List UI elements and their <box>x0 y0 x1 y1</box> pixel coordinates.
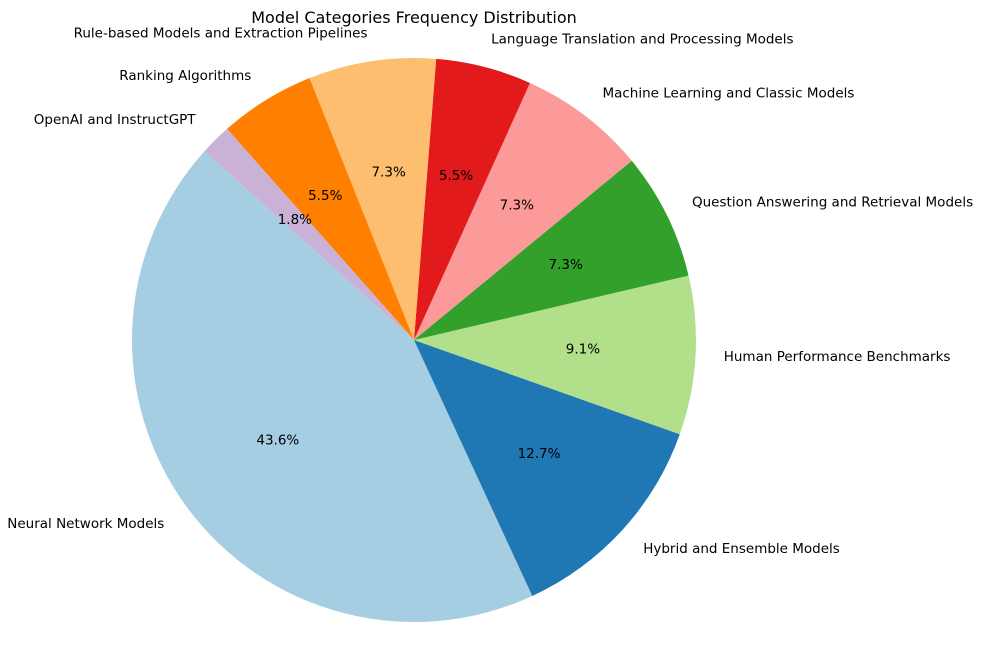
slice-label-hybrid-and-ensemble-models: Hybrid and Ensemble Models <box>643 541 840 557</box>
slice-percent-hybrid-and-ensemble-models: 12.7% <box>518 446 561 462</box>
slice-label-language-translation-and-processing-models: Language Translation and Processing Mode… <box>491 32 793 48</box>
chart-title: Model Categories Frequency Distribution <box>251 8 577 27</box>
labels-layer: Neural Network Models 43.6% Hybrid and Ens… <box>7 25 973 557</box>
slice-percent-neural-network-models: 43.6% <box>256 432 299 448</box>
pie-slice-ranking-algorithms <box>227 78 414 340</box>
slice-percent-machine-learning-and-classic-models: 7.3% <box>500 198 534 214</box>
pie-slice-machine-learning-and-classic-models <box>414 82 632 340</box>
pie-slice-language-translation-and-processing-models <box>414 58 530 341</box>
slice-percent-openai-and-instructgpt: 1.8% <box>278 212 312 228</box>
pie-slice-rule-based-models-and-extraction-pipelines <box>309 57 437 340</box>
slice-label-question-answering-and-retrieval-models: Question Answering and Retrieval Models <box>692 194 973 210</box>
pie-slice-openai-and-instructgpt <box>204 128 414 340</box>
pie-slice-question-answering-and-retrieval-models <box>414 160 689 340</box>
slice-percent-question-answering-and-retrieval-models: 7.3% <box>548 257 582 273</box>
pie-slice-neural-network-models <box>132 151 533 622</box>
slice-percent-human-performance-benchmarks: 9.1% <box>566 341 600 357</box>
slice-label-rule-based-models-and-extraction-pipelines: Rule-based Models and Extraction Pipelin… <box>74 25 368 41</box>
slice-label-human-performance-benchmarks: Human Performance Benchmarks <box>724 349 951 365</box>
slice-percent-language-translation-and-processing-models: 5.5% <box>439 168 473 184</box>
slice-percent-rule-based-models-and-extraction-pipelines: 7.3% <box>371 165 405 181</box>
slice-percent-ranking-algorithms: 5.5% <box>308 188 342 204</box>
slice-label-neural-network-models: Neural Network Models <box>7 516 164 532</box>
pie-slice-human-performance-benchmarks <box>414 275 696 435</box>
slice-label-machine-learning-and-classic-models: Machine Learning and Classic Models <box>602 86 854 102</box>
slice-label-ranking-algorithms: Ranking Algorithms <box>119 68 251 84</box>
slice-label-openai-and-instructgpt: OpenAI and InstructGPT <box>34 112 197 128</box>
slices-layer <box>132 57 696 622</box>
pie-slice-hybrid-and-ensemble-models <box>414 340 680 596</box>
